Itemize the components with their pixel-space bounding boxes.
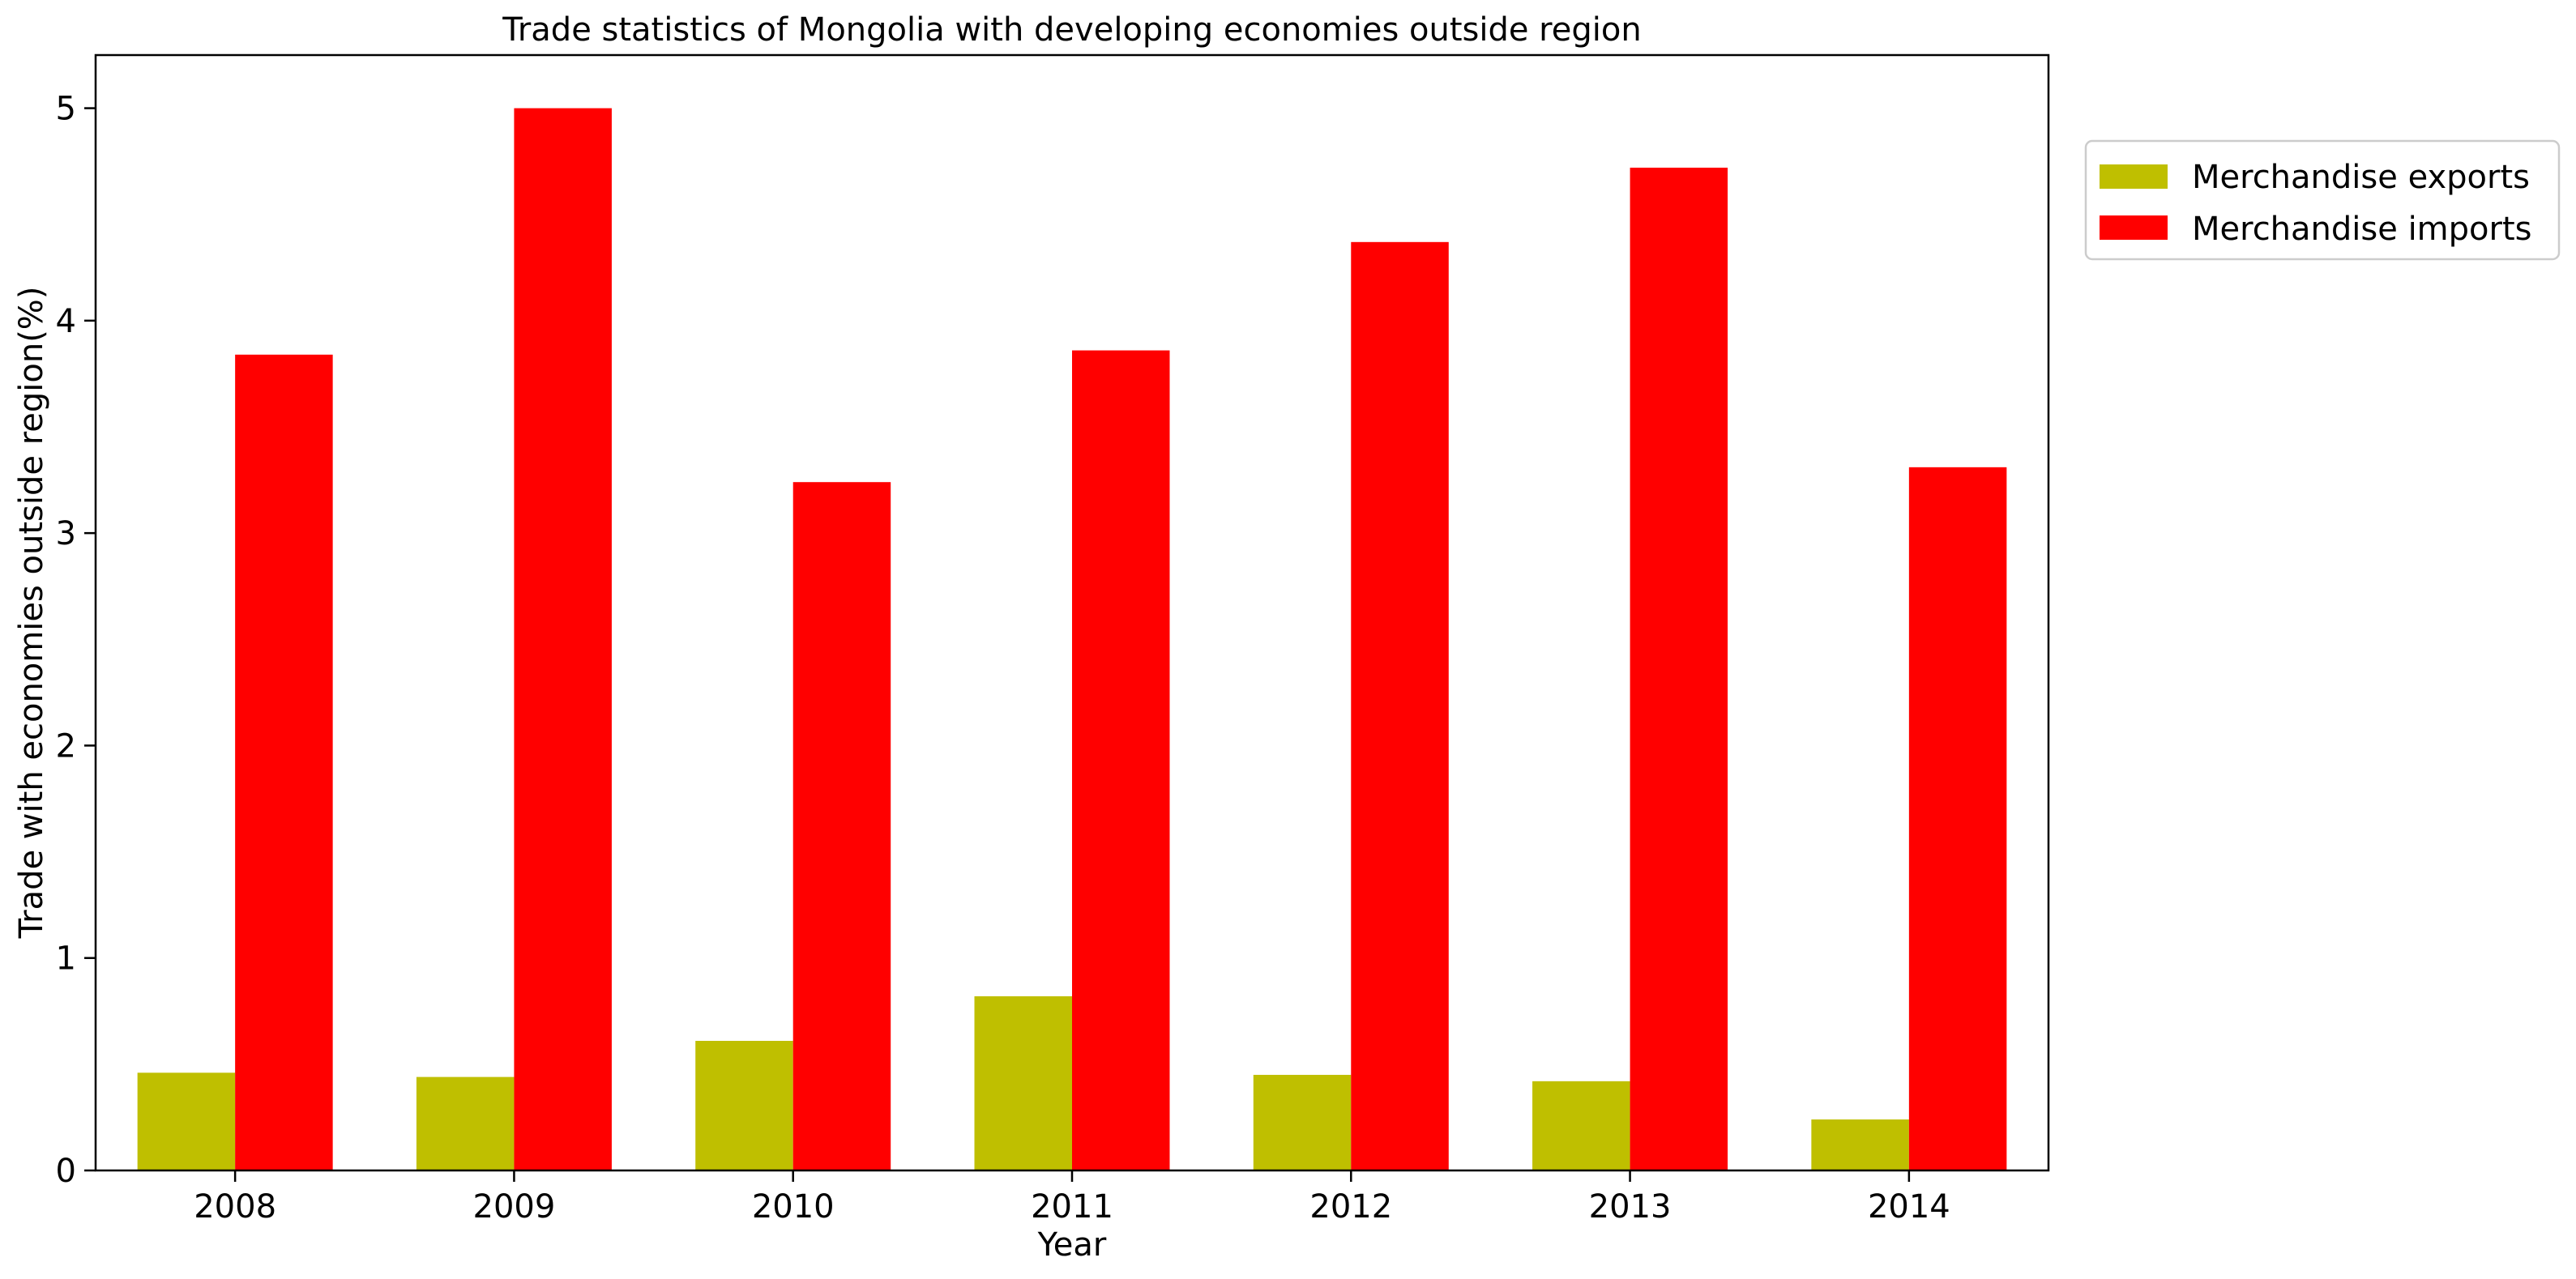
- x-tick-label: 2013: [1589, 1188, 1672, 1226]
- y-tick-label: 0: [56, 1153, 76, 1190]
- bar-merchandise-exports-2012: [1253, 1074, 1352, 1170]
- legend: Merchandise exports Merchandise imports: [2084, 139, 2561, 261]
- legend-label-imports: Merchandise imports: [2192, 211, 2531, 248]
- bar-merchandise-imports-2014: [1908, 467, 2007, 1170]
- bar-merchandise-imports-2010: [792, 482, 891, 1170]
- x-tick-label: 2011: [1031, 1188, 1113, 1226]
- y-tick-label: 3: [56, 515, 76, 552]
- x-tick-label: 2008: [194, 1188, 276, 1226]
- legend-label-exports: Merchandise exports: [2192, 159, 2530, 196]
- legend-swatch-imports: [2100, 215, 2168, 240]
- y-tick-label: 4: [56, 303, 76, 340]
- bar-merchandise-imports-2011: [1072, 350, 1170, 1170]
- y-tick-label: 1: [56, 940, 76, 978]
- y-axis-label: Trade with economies outside region(%): [13, 287, 50, 940]
- legend-frame: [2084, 139, 2561, 261]
- bar-merchandise-imports-2008: [235, 354, 333, 1170]
- x-axis-label: Year: [1037, 1226, 1107, 1264]
- x-tick-label: 2012: [1309, 1188, 1392, 1226]
- y-tick-label: 5: [56, 91, 76, 128]
- x-axis: 2008 2009 2010 2011 2012 2013 2014: [194, 1170, 1950, 1226]
- bar-merchandise-exports-2011: [974, 995, 1072, 1170]
- x-tick-label: 2010: [752, 1188, 835, 1226]
- x-tick-label: 2009: [473, 1188, 556, 1226]
- y-tick-label: 2: [56, 727, 76, 765]
- y-axis: 0 1 2 3 4 5: [56, 91, 96, 1190]
- bar-merchandise-exports-2013: [1532, 1081, 1630, 1170]
- legend-swatch-exports: [2100, 164, 2168, 189]
- bars-group: [137, 108, 2007, 1171]
- bar-merchandise-imports-2012: [1351, 241, 1449, 1171]
- bar-merchandise-exports-2008: [137, 1072, 236, 1170]
- bar-merchandise-exports-2009: [416, 1076, 515, 1170]
- bar-merchandise-imports-2009: [514, 108, 612, 1171]
- bar-merchandise-exports-2014: [1811, 1119, 1909, 1170]
- x-tick-label: 2014: [1868, 1188, 1950, 1226]
- bar-merchandise-exports-2010: [695, 1041, 793, 1170]
- chart-title: Trade statistics of Mongolia with develo…: [502, 11, 1641, 49]
- bar-merchandise-imports-2013: [1630, 168, 1728, 1170]
